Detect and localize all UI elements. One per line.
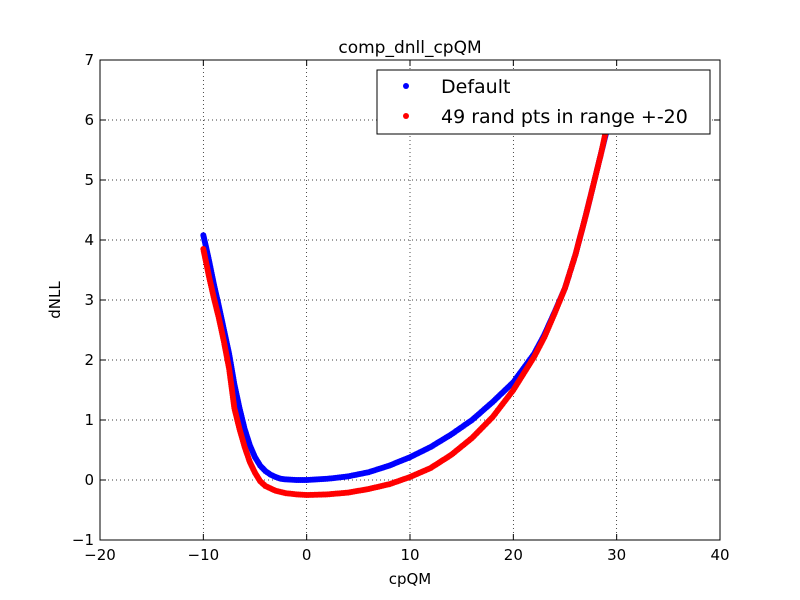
x-tick-label: 10 bbox=[400, 546, 419, 564]
y-axis-title: dNLL bbox=[46, 281, 64, 319]
x-tick-label: 20 bbox=[504, 546, 523, 564]
legend-marker-default bbox=[403, 83, 409, 89]
y-tick-label: 3 bbox=[84, 291, 94, 309]
y-tick-label: 5 bbox=[84, 171, 94, 189]
x-tick-label: −10 bbox=[188, 546, 220, 564]
y-tick-label: 4 bbox=[84, 231, 94, 249]
y-tick-label: 7 bbox=[84, 51, 94, 69]
legend-label-default: Default bbox=[441, 76, 510, 98]
x-tick-label: 0 bbox=[302, 546, 312, 564]
legend: Default 49 rand pts in range +-20 bbox=[376, 69, 711, 135]
y-tick-label: 2 bbox=[84, 351, 94, 369]
y-tick-label: −1 bbox=[72, 531, 94, 549]
y-tick-label: 1 bbox=[84, 411, 94, 429]
plot-points bbox=[200, 117, 613, 498]
legend-box bbox=[376, 69, 711, 135]
x-axis-title: cpQM bbox=[389, 570, 432, 588]
legend-marker-random bbox=[403, 113, 409, 119]
y-tick-label: 6 bbox=[84, 111, 94, 129]
x-tick-label: 40 bbox=[710, 546, 729, 564]
chart-title: comp_dnll_cpQM bbox=[338, 38, 481, 58]
legend-label-random: 49 rand pts in range +-20 bbox=[441, 106, 688, 128]
x-tick-label: 30 bbox=[607, 546, 626, 564]
series-1 bbox=[200, 117, 613, 498]
x-tick-label: −20 bbox=[84, 546, 116, 564]
y-tick-label: 0 bbox=[84, 471, 94, 489]
axis-ticks bbox=[99, 59, 721, 541]
